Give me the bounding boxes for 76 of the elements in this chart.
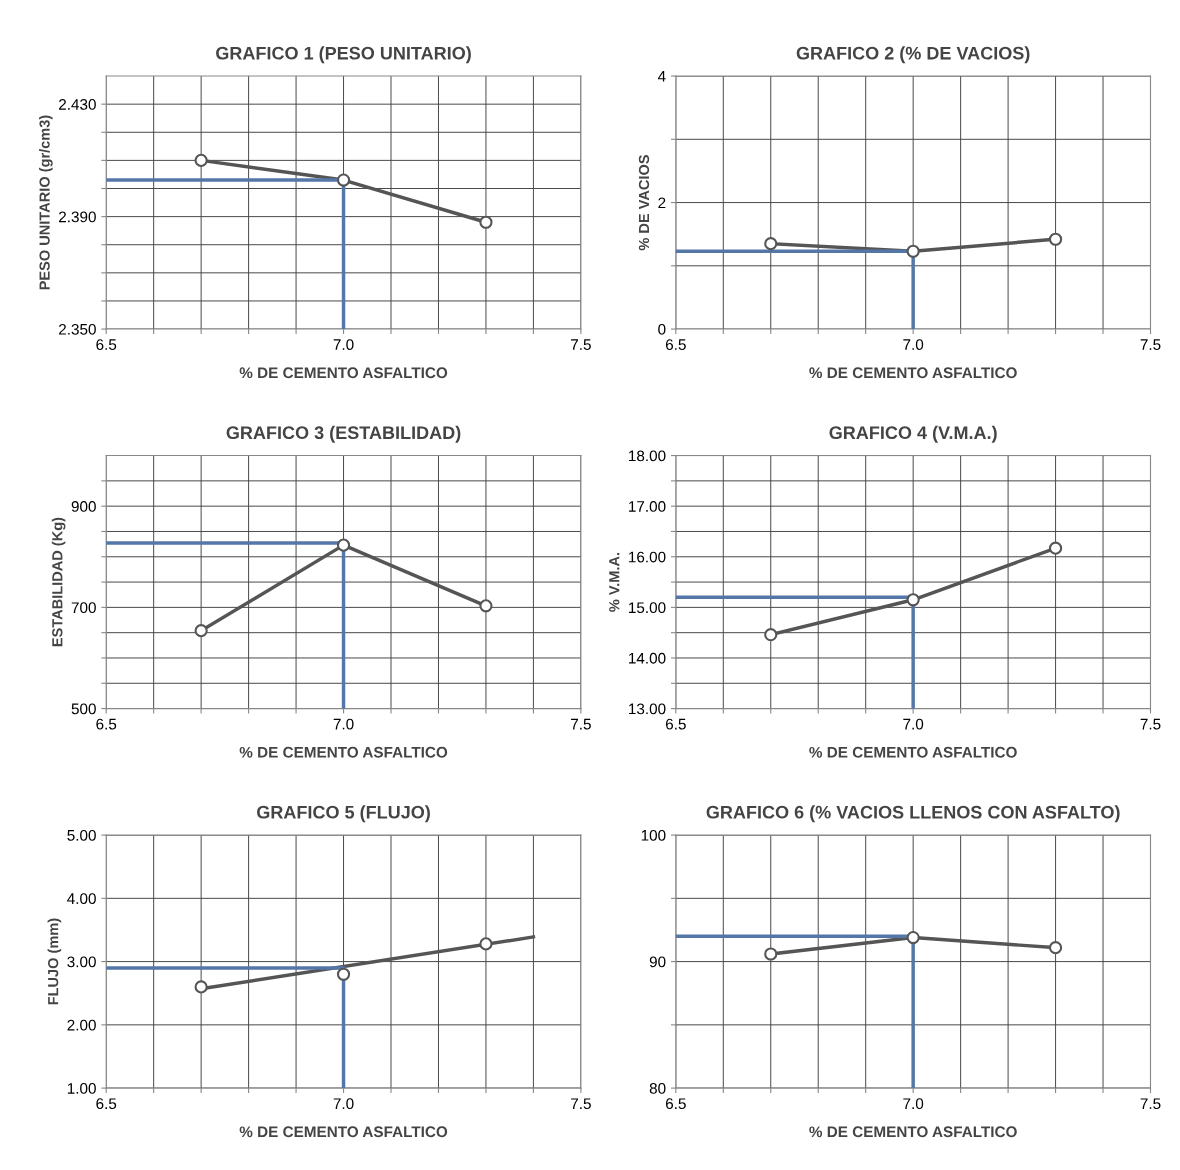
y-tick-label: 0 <box>658 323 666 335</box>
point <box>1048 541 1063 555</box>
x-axis-title: % DE CEMENTO ASFALTICO <box>239 367 448 379</box>
y-tick-label: 80 <box>649 1082 666 1094</box>
y-tick-label: 100 <box>641 829 666 841</box>
y-tick-label: 13.00 <box>629 703 666 715</box>
chart-title: GRAFICO 6 (% VACIOS LLENOS CON ASFALTO) <box>706 805 1120 823</box>
y-tick-label: 16.00 <box>629 551 666 563</box>
x-tick-label: 7.5 <box>1140 339 1161 351</box>
point <box>906 244 920 258</box>
y-tick-label: 900 <box>71 501 96 512</box>
x-tick-label: 7.0 <box>333 339 354 351</box>
point <box>479 215 493 229</box>
y-tick-label: 18.00 <box>629 450 666 462</box>
point <box>764 947 778 961</box>
chart-title: GRAFICO 1 (PESO UNITARIO) <box>216 46 471 64</box>
y-axis-title: % V.M.A. <box>609 552 620 612</box>
point <box>764 237 778 251</box>
x-axis-title: % DE CEMENTO ASFALTICO <box>809 746 1017 758</box>
chart-title: GRAFICO 3 (ESTABILIDAD) <box>226 425 461 443</box>
y-tick-label: 14.00 <box>629 652 666 664</box>
y-tick-label: 500 <box>71 703 96 715</box>
x-tick-label: 6.5 <box>96 339 117 351</box>
x-tick-label: 6.5 <box>665 718 686 730</box>
point <box>336 967 351 981</box>
point <box>194 624 208 638</box>
point <box>479 599 493 613</box>
x-tick-label: 7.0 <box>903 1098 924 1110</box>
x-tick-label: 6.5 <box>96 718 117 730</box>
point <box>906 930 920 945</box>
chart-title: GRAFICO 4 (V.M.A.) <box>829 425 997 443</box>
x-tick-label: 7.5 <box>571 339 591 351</box>
x-tick-label: 7.5 <box>1140 718 1161 730</box>
x-tick-label: 6.5 <box>665 1098 686 1110</box>
x-tick-label: 7.5 <box>571 1098 591 1110</box>
point <box>1048 232 1063 246</box>
y-tick-label: 3.00 <box>67 956 96 968</box>
x-tick-label: 7.0 <box>903 718 924 730</box>
point <box>764 628 778 642</box>
point <box>479 937 493 951</box>
y-tick-label: 2.390 <box>59 211 96 223</box>
x-tick-label: 6.5 <box>96 1098 117 1110</box>
y-tick-label: 5.00 <box>67 829 96 841</box>
y-axis-title: % DE VACIOS <box>638 155 650 251</box>
point <box>194 153 208 167</box>
x-tick-label: 7.5 <box>571 718 591 730</box>
y-tick-label: 2.430 <box>59 99 96 110</box>
y-tick-label: 90 <box>649 956 666 968</box>
y-tick-label: 4 <box>657 71 666 82</box>
x-tick-label: 7.5 <box>1140 1098 1161 1110</box>
x-tick-label: 6.5 <box>665 339 686 351</box>
point <box>194 980 208 994</box>
y-tick-label: 2.350 <box>59 323 96 335</box>
x-tick-label: 7.0 <box>333 718 354 730</box>
y-tick-label: 2.00 <box>67 1019 96 1031</box>
y-tick-label: 4.00 <box>67 893 96 905</box>
x-axis-title: % DE CEMENTO ASFALTICO <box>239 746 448 758</box>
y-axis-title: ESTABILIDAD (Kg) <box>51 517 66 647</box>
y-tick-label: 700 <box>71 602 96 614</box>
chart-title: GRAFICO 5 (FLUJO) <box>257 805 430 823</box>
y-tick-label: 17.00 <box>629 501 666 512</box>
x-tick-label: 7.0 <box>903 339 924 351</box>
point <box>906 593 920 607</box>
chart-title: GRAFICO 2 (% DE VACIOS) <box>796 46 1030 64</box>
x-tick-label: 7.0 <box>333 1098 354 1110</box>
point <box>336 173 351 187</box>
y-axis-title: FLUJO (mm) <box>47 918 62 1005</box>
point <box>336 538 351 552</box>
y-tick-label: 15.00 <box>629 602 666 614</box>
x-axis-title: % DE CEMENTO ASFALTICO <box>809 1126 1017 1138</box>
x-axis-title: % DE CEMENTO ASFALTICO <box>809 367 1017 379</box>
y-axis-title: PESO UNITARIO (gr/cm3) <box>39 115 53 290</box>
x-axis-title: % DE CEMENTO ASFALTICO <box>239 1126 448 1138</box>
point <box>1048 941 1063 955</box>
y-tick-label: 2 <box>658 197 666 209</box>
y-tick-label: 1.00 <box>67 1082 96 1094</box>
